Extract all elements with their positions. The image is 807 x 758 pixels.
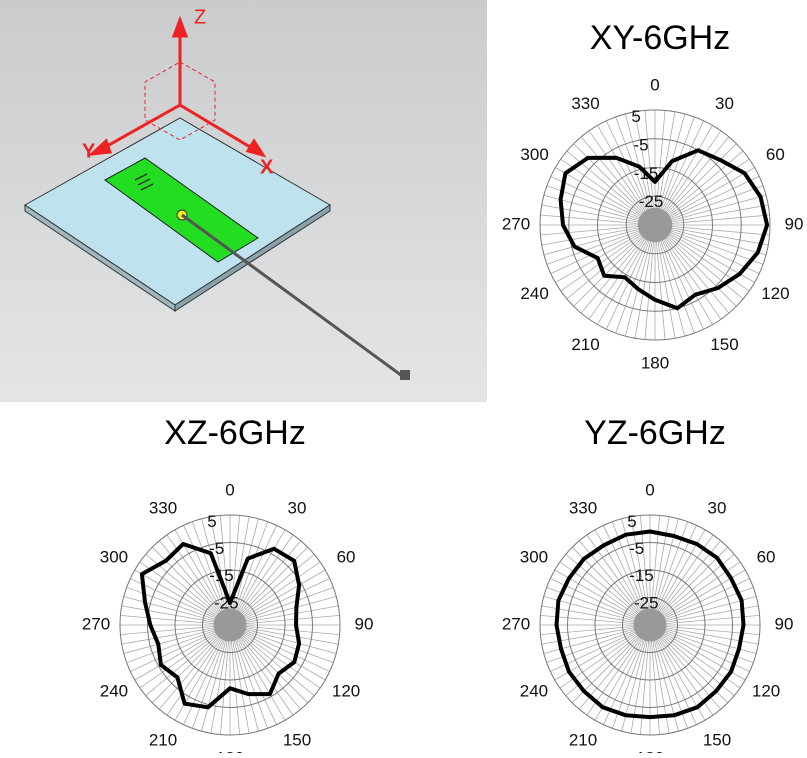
axis-label: Y xyxy=(82,140,96,162)
theta-tick-label: 300 xyxy=(520,547,548,566)
theta-tick-label: 330 xyxy=(569,498,597,517)
theta-tick-label: 60 xyxy=(766,145,785,164)
r-tick-label: 5 xyxy=(207,512,216,531)
polar-chart: XY-6GHz-25-15-55030609012015018021024027… xyxy=(502,19,804,373)
connector xyxy=(400,370,410,380)
chart-title: XZ-6GHz xyxy=(164,414,306,452)
polar-chart: XZ-6GHz-25-15-55030609012015018021024027… xyxy=(82,414,374,753)
theta-tick-label: 210 xyxy=(569,731,597,750)
axis-label: Z xyxy=(194,6,206,28)
theta-tick-label: 150 xyxy=(703,731,731,750)
theta-tick-label: 30 xyxy=(708,498,727,517)
theta-tick-label: 330 xyxy=(149,498,177,517)
r-tick-label: -25 xyxy=(634,593,659,612)
theta-tick-label: 210 xyxy=(571,335,599,354)
polar-chart: YZ-6GHz -25 -15 -5 50 30 60 90 120 150 180 210 240 27… xyxy=(502,414,794,753)
r-tick-label: -5 xyxy=(629,539,644,558)
theta-tick-label: 90 xyxy=(785,214,804,233)
figure: Z Y X XY-6GHz-25-15-55030609012015018021… xyxy=(0,0,807,753)
r-tick-label: 5 xyxy=(627,512,636,531)
theta-tick-label: 300 xyxy=(520,145,548,164)
theta-tick-label: 90 xyxy=(775,614,794,633)
theta-tick-label: 270 xyxy=(502,614,530,633)
theta-tick-label: 180 xyxy=(641,353,669,372)
theta-tick-label: 270 xyxy=(502,214,530,233)
theta-tick-label: 120 xyxy=(761,284,789,303)
theta-tick-label: 60 xyxy=(337,547,356,566)
center-fill xyxy=(634,609,667,642)
theta-tick-label: 270 xyxy=(82,614,110,633)
theta-tick-label: 240 xyxy=(520,284,548,303)
center-fill xyxy=(638,208,673,243)
theta-tick-label: 150 xyxy=(283,731,311,750)
theta-tick-label: 330 xyxy=(571,94,599,113)
theta-tick-label: 90 xyxy=(355,614,374,633)
theta-tick-label: 30 xyxy=(288,498,307,517)
theta-tick-label: 0 xyxy=(225,480,234,499)
r-tick-label: -15 xyxy=(629,566,654,585)
chart-title: YZ-6GHz xyxy=(584,414,726,452)
axis-label: X xyxy=(260,156,274,178)
theta-tick-label: 240 xyxy=(520,681,548,700)
theta-tick-label: 150 xyxy=(710,335,738,354)
theta-tick-label: 30 xyxy=(715,94,734,113)
theta-tick-label: 210 xyxy=(149,731,177,750)
theta-tick-label: 120 xyxy=(332,681,360,700)
theta-tick-label: 120 xyxy=(752,681,780,700)
center-fill xyxy=(214,609,247,642)
theta-tick-label: 300 xyxy=(100,547,128,566)
theta-tick-label: 240 xyxy=(100,681,128,700)
r-tick-label: 5 xyxy=(631,107,640,126)
theta-tick-label: 0 xyxy=(650,75,659,94)
theta-tick-label: 180 xyxy=(216,748,244,753)
chart-title: XY-6GHz xyxy=(590,19,730,57)
model-view: Z Y X xyxy=(0,0,487,402)
theta-tick-label: 180 xyxy=(636,748,664,753)
page: {"model_view": {"axes": ["Z", "Y", "X"]}… xyxy=(0,0,807,758)
theta-tick-label: 0 xyxy=(645,480,654,499)
r-tick-label: -5 xyxy=(634,135,649,154)
theta-tick-label: 60 xyxy=(757,547,776,566)
r-tick-label: -25 xyxy=(639,192,664,211)
